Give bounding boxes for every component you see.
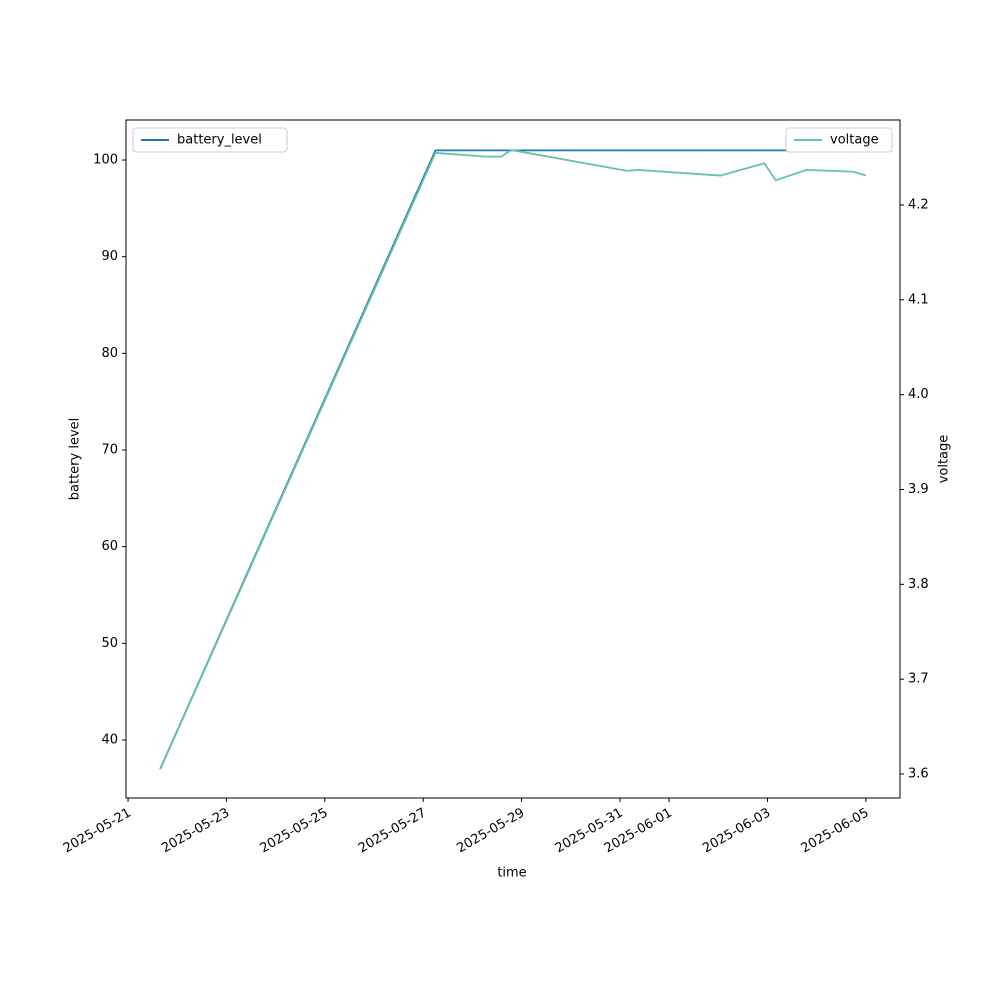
y-tick-label: 90	[101, 249, 118, 264]
y2-tick-label: 3.8	[908, 577, 929, 592]
x-tick-label: 2025-05-21	[61, 806, 134, 857]
y2-tick-label: 4.1	[908, 292, 929, 307]
y2-axis-label: voltage	[937, 435, 952, 484]
line-series	[159, 149, 866, 770]
y-tick-label: 50	[101, 636, 118, 651]
y2-tick-label: 4.2	[908, 197, 929, 212]
x-tick-label: 2025-05-23	[159, 806, 232, 857]
y-tick-label: 60	[101, 539, 118, 554]
y-axis-label: battery level	[68, 418, 83, 501]
y2-tick-label: 4.0	[908, 387, 929, 402]
y2-tick-label: 3.7	[908, 672, 929, 687]
x-tick-label: 2025-05-25	[258, 806, 331, 857]
x-tick-label: 2025-06-05	[799, 806, 872, 857]
line-series	[159, 149, 867, 770]
y-tick-label: 100	[93, 153, 118, 168]
y-tick-label: 80	[101, 346, 118, 361]
legend-box	[132, 127, 288, 153]
x-tick-label: 2025-06-03	[700, 806, 773, 857]
y2-tick-label: 3.6	[908, 767, 929, 782]
x-tick-label: 2025-05-29	[454, 806, 527, 857]
legend-label: voltage	[830, 133, 879, 148]
y-tick-label: 40	[101, 733, 118, 748]
x-tick-label: 2025-05-27	[356, 806, 429, 857]
y2-tick-label: 3.9	[908, 482, 929, 497]
plot-frame	[125, 119, 901, 799]
legend-label: battery_level	[177, 133, 262, 148]
y-tick-label: 70	[101, 443, 118, 458]
x-axis-label: time	[497, 866, 526, 881]
legend-box	[785, 127, 893, 153]
